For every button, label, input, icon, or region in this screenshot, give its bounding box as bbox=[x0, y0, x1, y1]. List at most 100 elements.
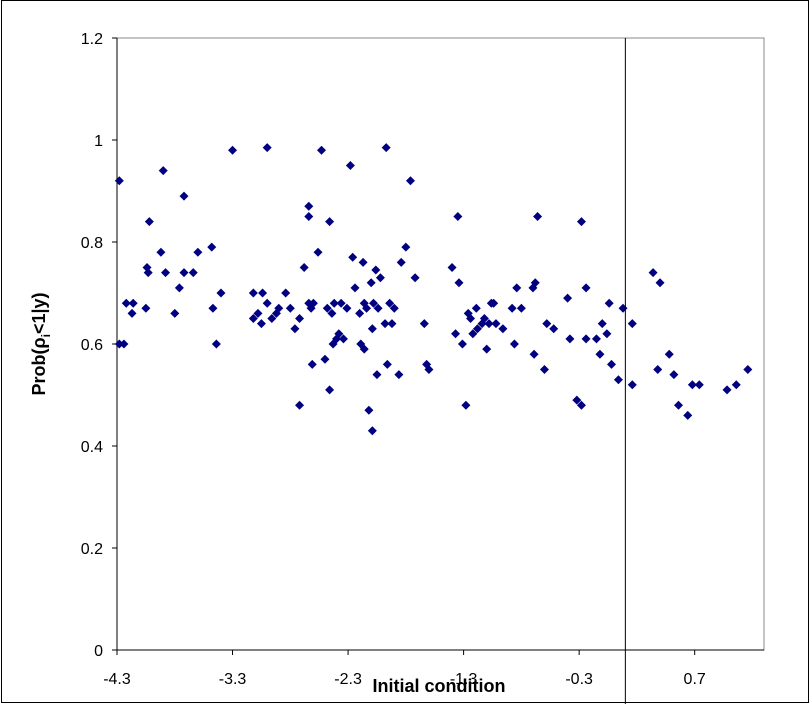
data-point bbox=[188, 268, 198, 278]
data-point bbox=[471, 303, 481, 313]
data-point bbox=[313, 247, 323, 257]
data-point bbox=[174, 283, 184, 293]
data-point bbox=[359, 344, 369, 354]
data-point bbox=[576, 217, 586, 227]
x-axis-ticks: -4.3 -3.3 -2.3 -1.3 -0.3 0.7 bbox=[103, 650, 706, 688]
data-point bbox=[687, 380, 697, 390]
data-point bbox=[304, 201, 314, 211]
data-point bbox=[447, 263, 457, 272]
data-point bbox=[466, 314, 476, 323]
y-axis-title: Prob(ρi<1|y) bbox=[29, 292, 53, 395]
data-point bbox=[491, 319, 501, 329]
data-point bbox=[170, 308, 180, 318]
data-point bbox=[576, 400, 586, 410]
x-tick-label: -0.3 bbox=[565, 671, 593, 688]
x-tick-label: -1.3 bbox=[450, 671, 478, 688]
y-tick-label: 1 bbox=[94, 133, 103, 150]
data-point bbox=[516, 303, 526, 313]
data-point bbox=[362, 303, 372, 313]
data-point bbox=[373, 303, 383, 313]
data-point bbox=[648, 268, 658, 278]
data-point bbox=[572, 395, 582, 405]
data-point bbox=[479, 314, 489, 323]
data-point bbox=[179, 191, 189, 201]
data-point bbox=[385, 298, 395, 308]
data-point bbox=[669, 370, 679, 380]
data-point bbox=[653, 365, 663, 374]
data-point bbox=[539, 365, 549, 374]
data-point bbox=[563, 293, 573, 303]
data-point bbox=[248, 314, 258, 323]
data-point bbox=[367, 324, 377, 334]
data-point bbox=[507, 303, 517, 313]
data-point bbox=[358, 257, 368, 267]
y-tick-label: 0.8 bbox=[81, 235, 103, 252]
data-point bbox=[509, 339, 519, 349]
x-tick-label: -3.3 bbox=[219, 671, 247, 688]
data-point bbox=[597, 319, 607, 329]
data-point bbox=[141, 303, 151, 313]
data-point bbox=[248, 288, 258, 298]
data-points bbox=[114, 143, 753, 436]
x-axis-title: Initial condition bbox=[373, 676, 506, 696]
data-point bbox=[207, 242, 217, 252]
data-point bbox=[295, 314, 305, 323]
data-point bbox=[382, 359, 392, 369]
data-point bbox=[329, 298, 339, 308]
data-point bbox=[595, 349, 605, 359]
data-point bbox=[424, 365, 434, 374]
data-point bbox=[372, 370, 382, 380]
data-point bbox=[461, 400, 471, 410]
data-point bbox=[529, 349, 539, 359]
data-point bbox=[295, 400, 305, 410]
data-point bbox=[542, 319, 552, 329]
data-point bbox=[322, 303, 332, 313]
data-point bbox=[179, 268, 189, 278]
data-point bbox=[380, 319, 390, 329]
data-point bbox=[394, 370, 404, 380]
y-tick-label: 0.6 bbox=[81, 337, 103, 354]
data-point bbox=[143, 268, 153, 278]
data-point bbox=[472, 324, 482, 334]
data-point bbox=[128, 298, 138, 308]
data-point bbox=[253, 308, 263, 318]
plot-area bbox=[116, 37, 765, 651]
data-point bbox=[307, 359, 317, 369]
data-point bbox=[581, 334, 591, 344]
data-point bbox=[530, 278, 540, 288]
y-tick-label: 1.2 bbox=[81, 31, 103, 48]
data-point bbox=[316, 145, 326, 155]
data-point bbox=[606, 359, 616, 369]
data-point bbox=[396, 257, 406, 267]
data-point bbox=[389, 303, 399, 313]
data-point bbox=[375, 273, 385, 283]
data-point bbox=[371, 265, 381, 275]
data-point bbox=[290, 324, 300, 334]
x-tick-label: -4.3 bbox=[103, 671, 131, 688]
data-point bbox=[731, 380, 741, 390]
y-tick-label: 0.4 bbox=[81, 439, 103, 456]
data-point bbox=[381, 143, 391, 153]
data-point bbox=[208, 303, 218, 313]
x-tick-label: 0.7 bbox=[684, 671, 706, 688]
data-point bbox=[401, 242, 411, 252]
data-point bbox=[533, 212, 543, 221]
data-point bbox=[453, 212, 463, 221]
data-point bbox=[694, 380, 704, 390]
data-point bbox=[304, 212, 314, 221]
data-point bbox=[299, 263, 309, 272]
data-point bbox=[366, 278, 376, 288]
data-point bbox=[336, 298, 346, 308]
data-point bbox=[674, 400, 684, 410]
data-point bbox=[114, 339, 124, 349]
data-point bbox=[121, 298, 131, 308]
data-point bbox=[565, 334, 575, 344]
data-point bbox=[308, 298, 318, 308]
data-point bbox=[627, 319, 637, 329]
data-point bbox=[364, 405, 374, 415]
data-point bbox=[484, 319, 494, 329]
data-point bbox=[387, 319, 397, 329]
data-point bbox=[345, 161, 355, 170]
data-point bbox=[419, 319, 429, 329]
